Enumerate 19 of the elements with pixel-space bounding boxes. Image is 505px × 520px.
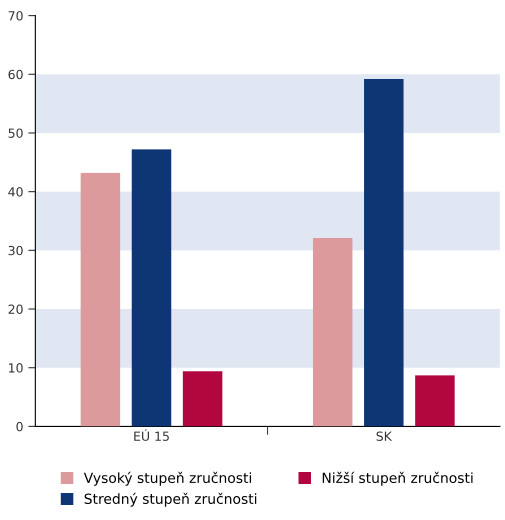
y-tick-label: 60 [8, 70, 23, 80]
y-tick-label: 50 [8, 128, 23, 138]
y-tick-label: 30 [8, 246, 23, 256]
bar [132, 149, 172, 426]
x-tick-label: SK [376, 431, 392, 441]
bar [182, 371, 222, 426]
y-tick-label: 20 [8, 304, 23, 314]
y-tick-label: 10 [9, 363, 23, 373]
y-tick-label: 70 [8, 11, 23, 21]
legend-label: Stredný stupeň zručnosti [84, 492, 256, 507]
legend-label: Vysoký stupeň zručnosti [84, 472, 252, 486]
bar [364, 78, 404, 426]
bar [80, 172, 120, 426]
bar [312, 238, 352, 426]
y-tick-label: 0 [16, 422, 23, 432]
bar [415, 375, 455, 426]
legend-label: Nižší stupeň zručnosti [322, 472, 472, 486]
x-tick-label: EÚ 15 [134, 429, 169, 441]
y-tick-label: 40 [8, 187, 23, 197]
